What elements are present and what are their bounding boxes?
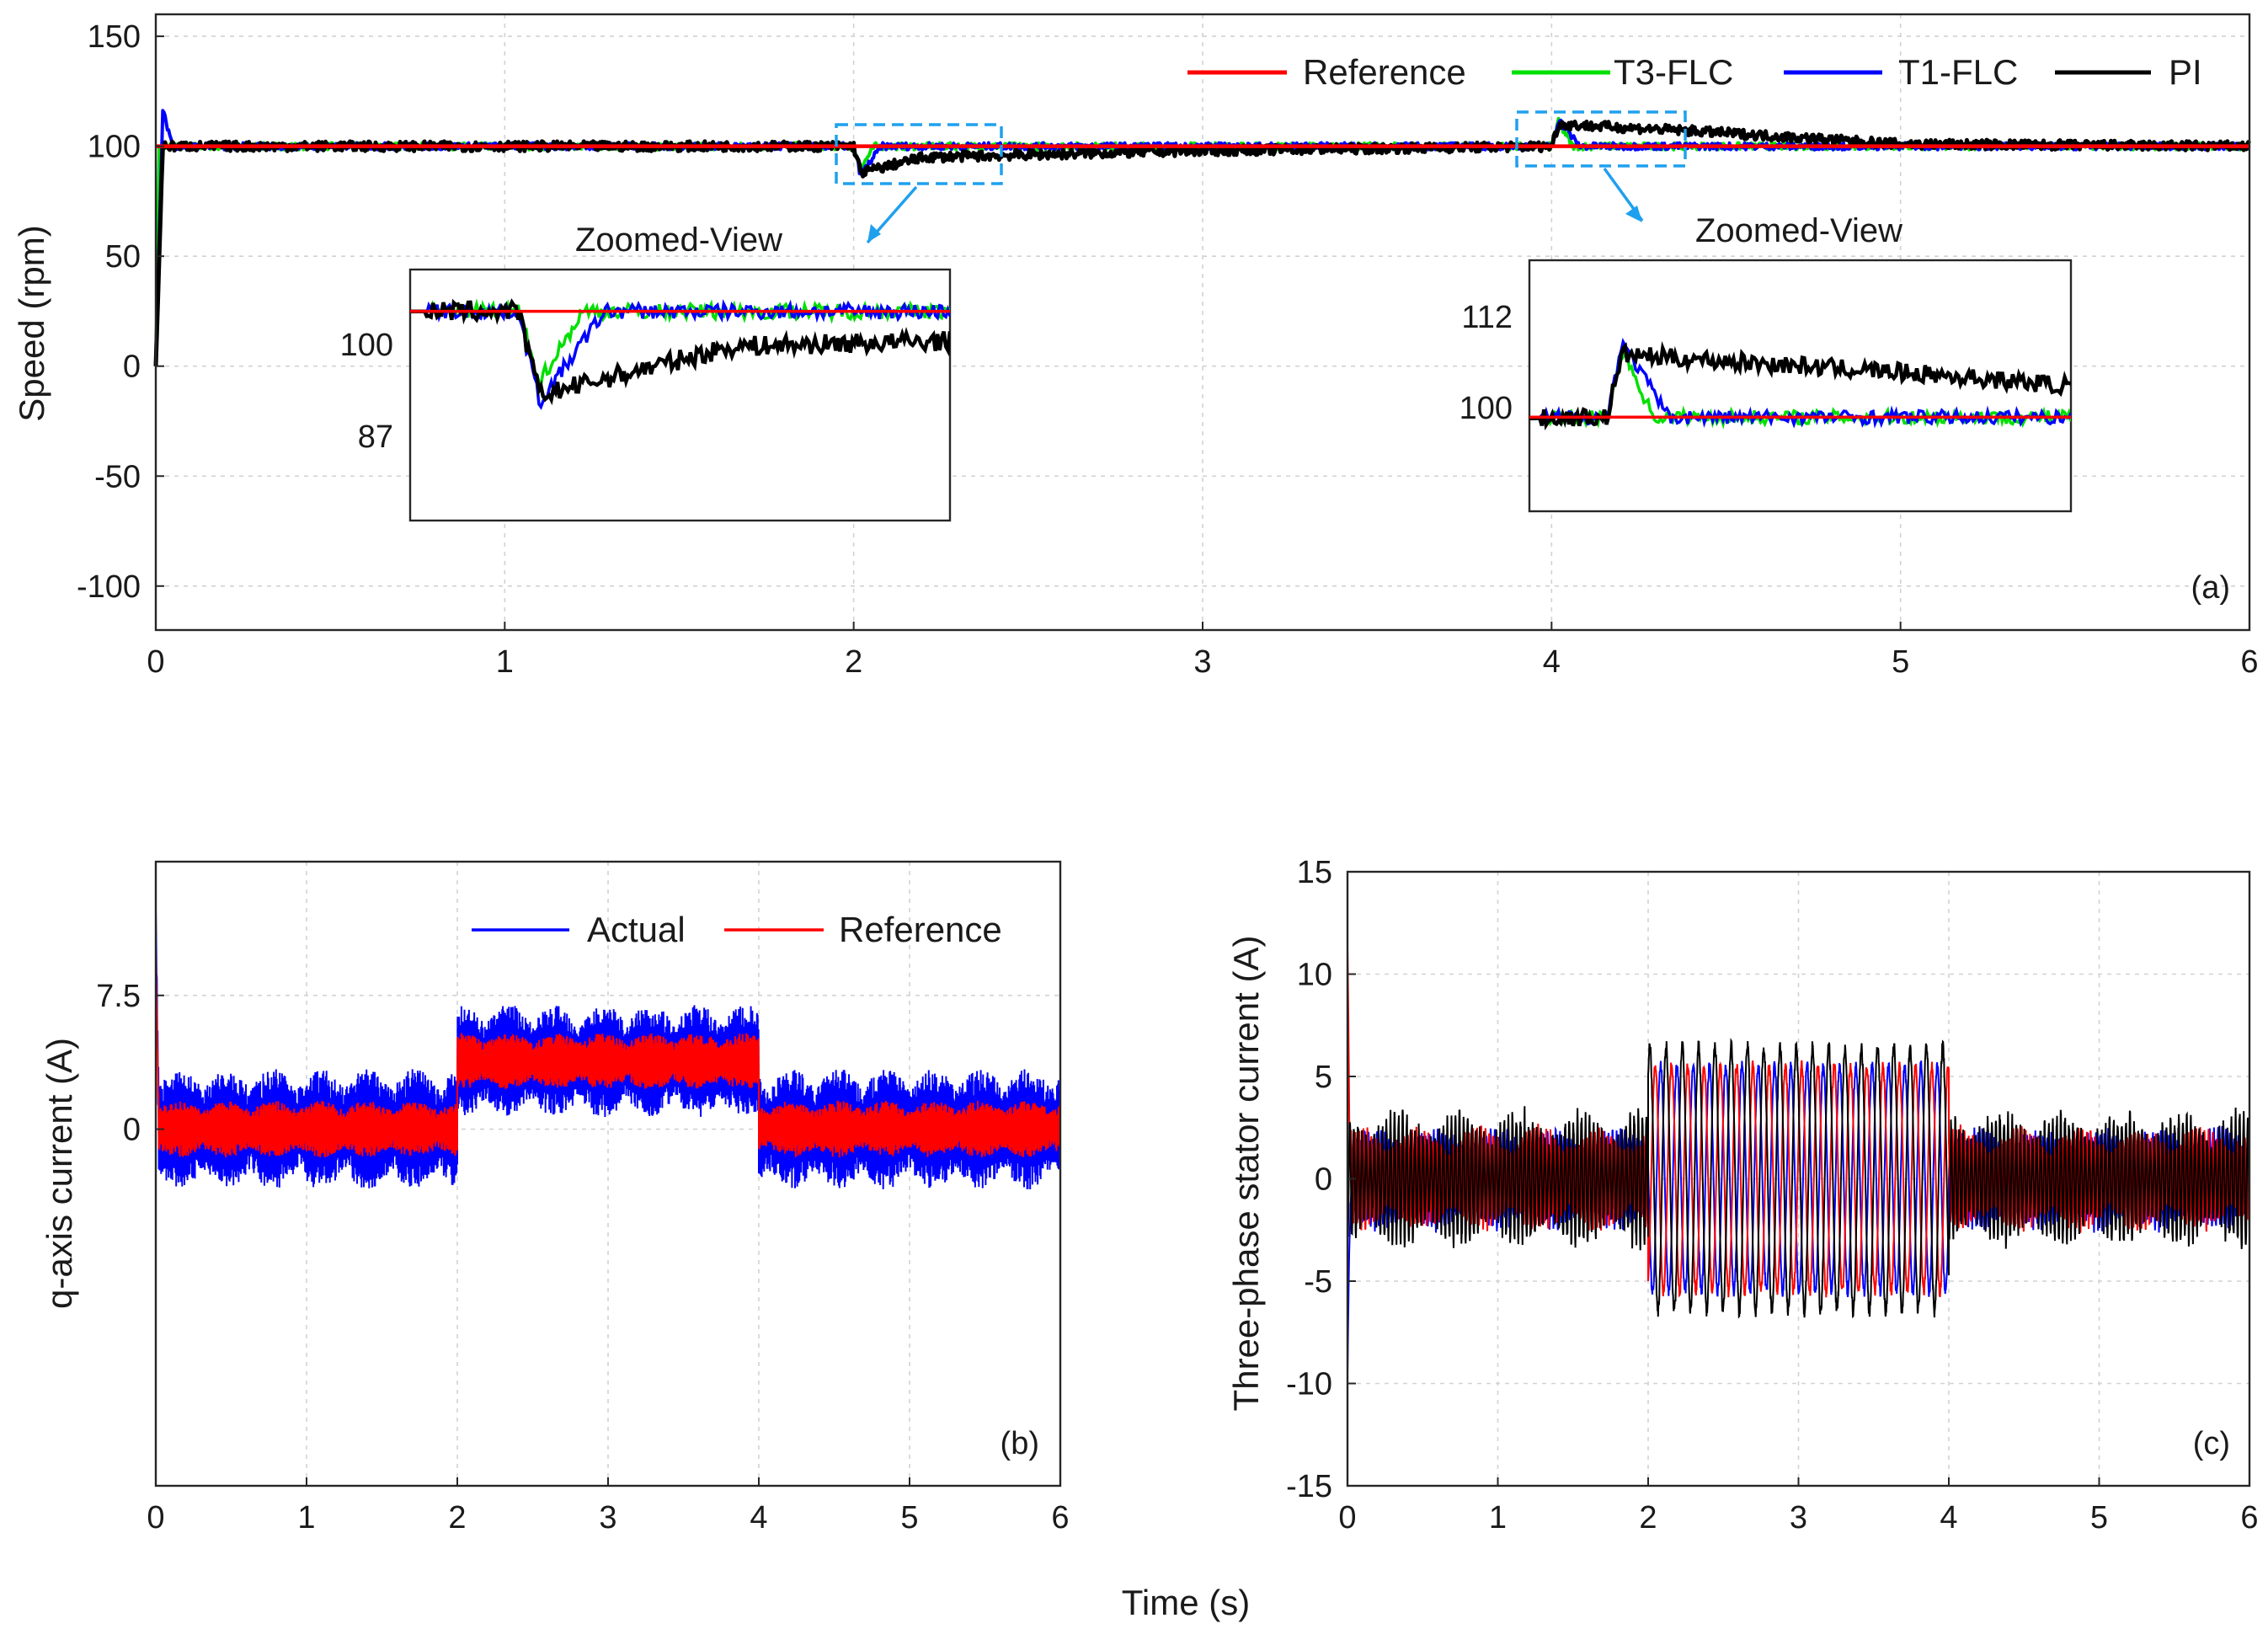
q-axis-legend: Actual Reference xyxy=(472,910,1002,949)
inset-1-ytick-1: 87 xyxy=(358,419,393,455)
q-axis-ytick-0: 0 xyxy=(123,1113,141,1148)
panel-label-a: (a) xyxy=(2191,570,2230,606)
q-axis-xtick-4: 4 xyxy=(750,1500,767,1536)
q-axis-xtick-0: 0 xyxy=(147,1500,164,1536)
speed-ytick-1: -50 xyxy=(94,459,141,494)
speed-xtick-4: 4 xyxy=(1543,644,1561,680)
speed-xtick-1: 1 xyxy=(496,644,514,680)
stator-xtick-3: 3 xyxy=(1790,1500,1807,1536)
q-axis-xtick-5: 5 xyxy=(900,1500,918,1536)
speed-legend: Reference T3-FLC T1-FLC PI xyxy=(1187,52,2202,92)
legend-label-t3flc: T3-FLC xyxy=(1614,52,1733,92)
zoom-box-1 xyxy=(835,123,1003,185)
speed-xtick-0: 0 xyxy=(147,644,164,680)
stator-xtick-4: 4 xyxy=(1940,1500,1957,1536)
inset-2-ytick-0: 112 xyxy=(1461,300,1513,335)
q-axis-series xyxy=(155,910,1061,1190)
q-axis-xtick-3: 3 xyxy=(599,1500,616,1536)
inset-2-line-pi xyxy=(1529,340,2071,430)
legend-label-pi: PI xyxy=(2169,52,2202,92)
inset-2-ytick-1: 100 xyxy=(1460,391,1513,426)
stator-ytick-4: 5 xyxy=(1315,1060,1332,1095)
inset-2: 112 100 xyxy=(1460,259,2073,513)
speed-xtick-5: 5 xyxy=(1892,644,1909,680)
q-axis-current-chart: 0 1 2 3 4 5 6 0 7.5 Actual Reference (b) q-axis … xyxy=(40,860,1070,1536)
speed-chart: 0 1 2 3 4 5 6 -100 -50 0 50 100 150 Zoomed-View 100 … xyxy=(12,13,2259,680)
zoom-arrow-2-head xyxy=(1625,206,1642,222)
panel-label-b: (b) xyxy=(1001,1426,1039,1461)
inset-1: 100 87 xyxy=(340,268,952,522)
inset-2-series xyxy=(1529,337,2071,430)
stator-xtick-0: 0 xyxy=(1338,1500,1356,1536)
speed-xtick-6: 6 xyxy=(2240,644,2258,680)
q-axis-xtick-1: 1 xyxy=(297,1500,315,1536)
stator-ytick-2: -5 xyxy=(1304,1264,1332,1300)
inset-1-title: Zoomed-View xyxy=(575,222,782,259)
inset-2-frame xyxy=(1528,259,2073,513)
legend-label-reference: Reference xyxy=(1303,52,1466,92)
stator-ytick-5: 10 xyxy=(1297,958,1332,993)
stator-xtick-2: 2 xyxy=(1639,1500,1657,1536)
stator-ylabel: Three-phase stator current (A) xyxy=(1226,936,1266,1412)
legend-label-q-reference: Reference xyxy=(839,910,1002,949)
stator-current-chart: 0 1 2 3 4 5 6 -15 -10 -5 0 5 10 15 (c) Three-phase st… xyxy=(1226,855,2259,1536)
stator-ytick-6: 15 xyxy=(1297,855,1332,890)
zoom-box-2 xyxy=(1515,110,1687,168)
stator-series xyxy=(1347,947,2250,1374)
speed-ticks: 0 1 2 3 4 5 6 -100 -50 0 50 100 150 xyxy=(77,19,2259,680)
speed-ytick-4: 100 xyxy=(88,130,141,165)
q-axis-xtick-6: 6 xyxy=(1051,1500,1069,1536)
stator-ticks: 0 1 2 3 4 5 6 -15 -10 -5 0 5 10 15 xyxy=(1286,855,2258,1536)
speed-ytick-0: -100 xyxy=(77,569,141,605)
speed-ylabel: Speed (rpm) xyxy=(12,225,51,421)
stator-xtick-6: 6 xyxy=(2240,1500,2258,1536)
q-axis-xtick-2: 2 xyxy=(448,1500,466,1536)
time-xlabel: Time (s) xyxy=(1122,1583,1250,1622)
stator-xtick-1: 1 xyxy=(1489,1500,1507,1536)
q-axis-ylabel: q-axis current (A) xyxy=(40,1038,79,1309)
inset-1-ytick-0: 100 xyxy=(340,328,393,363)
speed-ytick-5: 150 xyxy=(88,19,141,55)
q-axis-ytick-1: 7.5 xyxy=(96,979,141,1014)
inset-2-title: Zoomed-View xyxy=(1695,212,1902,249)
speed-xtick-2: 2 xyxy=(845,644,862,680)
stator-line-phase-b xyxy=(1347,947,2250,1298)
speed-ytick-2: 0 xyxy=(123,350,141,385)
zoom-arrow-1-head xyxy=(867,224,881,243)
q-axis-line-reference xyxy=(155,950,1061,1158)
q-axis-ticks: 0 1 2 3 4 5 6 0 7.5 xyxy=(96,979,1069,1536)
stator-ytick-3: 0 xyxy=(1315,1162,1332,1198)
legend-label-t1flc: T1-FLC xyxy=(1898,52,2018,92)
inset-1-series xyxy=(410,298,950,410)
stator-xtick-5: 5 xyxy=(2090,1500,2108,1536)
speed-xtick-3: 3 xyxy=(1193,644,1211,680)
panel-label-c: (c) xyxy=(2193,1426,2230,1461)
legend-label-actual: Actual xyxy=(587,910,686,949)
stator-ytick-0: -15 xyxy=(1286,1469,1332,1504)
speed-series xyxy=(153,109,2251,366)
speed-ytick-3: 50 xyxy=(105,239,141,275)
stator-line-phase-c xyxy=(1347,1037,2250,1319)
stator-ytick-1: -10 xyxy=(1286,1367,1332,1402)
